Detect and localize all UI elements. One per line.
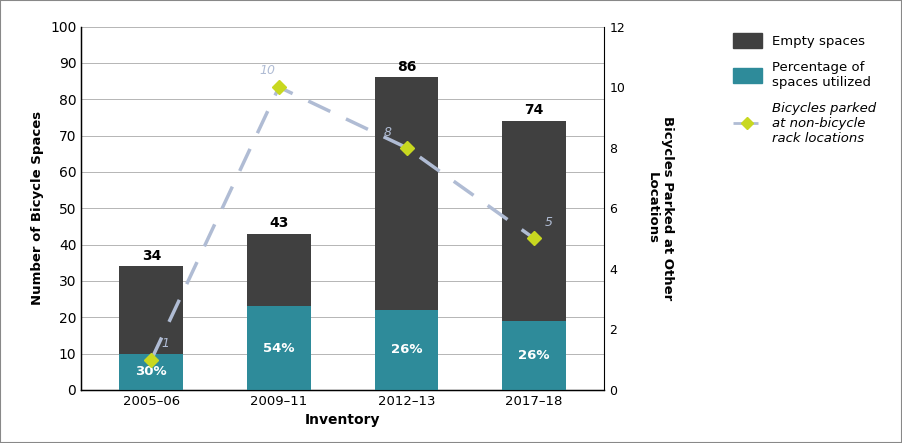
Text: 5: 5 [545,216,552,229]
Text: 86: 86 [397,60,416,74]
Y-axis label: Number of Bicycle Spaces: Number of Bicycle Spaces [32,111,44,305]
Text: 8: 8 [383,125,391,139]
Bar [119,266,183,354]
Text: 1: 1 [161,338,170,350]
Text: 43: 43 [270,216,289,230]
Bar [502,321,566,390]
Text: 54%: 54% [263,342,295,354]
Bar [502,121,566,321]
Text: 10: 10 [260,63,276,77]
Text: 26%: 26% [519,349,550,362]
Bar [119,354,183,390]
X-axis label: Inventory: Inventory [305,413,381,427]
Y-axis label: Bicycles Parked at Other
Locations: Bicycles Parked at Other Locations [646,116,674,300]
Bar [247,233,311,306]
Bar [374,78,438,310]
Bar [374,310,438,390]
Legend: Empty spaces, Percentage of
spaces utilized, Bicycles parked
at non-bicycle
rack: Empty spaces, Percentage of spaces utili… [726,26,883,152]
Text: 30%: 30% [135,365,167,378]
Bar [247,306,311,390]
Text: 34: 34 [142,249,161,263]
Text: 74: 74 [524,103,544,117]
Text: 26%: 26% [391,343,422,356]
